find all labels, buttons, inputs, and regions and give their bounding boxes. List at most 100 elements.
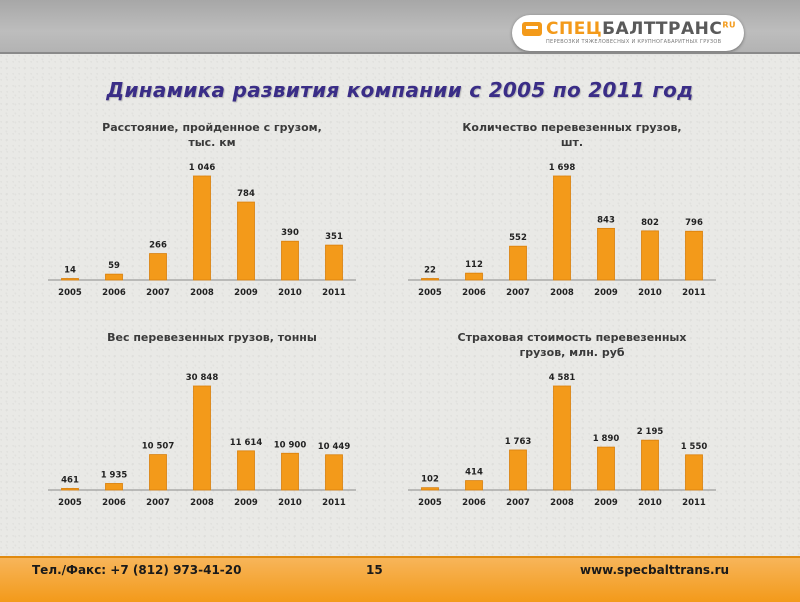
chart-title-line: тыс. км [188,136,236,149]
bar [641,439,659,491]
data-label: 266 [149,241,167,251]
data-label: 11 614 [230,438,263,448]
data-label: 390 [281,228,299,238]
bar [105,483,123,491]
data-label: 1 046 [189,163,216,173]
data-label: 1 763 [505,437,532,447]
footer-bar: Тел./Факс: +7 (812) 973-41-20 15 www.spe… [0,556,800,602]
logo-name-part1: СПЕЦ [546,19,603,39]
bar [325,454,343,491]
logo-name-part2: БАЛТТРАНС [602,19,723,39]
footer-website[interactable]: www.specbalttrans.ru [580,563,730,577]
bar [281,240,299,281]
x-tick-label: 2009 [234,288,258,298]
bar [105,273,123,281]
chart-title-line: грузов, млн. руб [519,346,625,359]
bar [465,480,483,491]
data-label: 414 [465,468,483,478]
data-label: 351 [325,232,343,242]
data-label: 14 [64,266,76,276]
bar [421,278,439,281]
data-label: 59 [108,261,120,271]
chart-title-line: шт. [560,136,584,149]
chart-cargo-count: Количество перевезенных грузов, шт. 22 20… [392,118,752,318]
x-tick-label: 2008 [190,498,214,508]
chart-title-line: Страховая стоимость перевезенных [457,331,687,344]
x-tick-label: 2005 [58,498,82,508]
data-label: 843 [597,215,615,225]
data-label: 2 195 [637,427,664,437]
data-label: 461 [61,475,79,485]
chart-title-line: Количество перевезенных грузов, [462,121,682,134]
x-tick-label: 2007 [146,288,170,298]
bar [509,245,527,281]
chart-svg: 22 2005 112 2006 552 2007 1 698 2008 843 2009 802 2… [408,163,716,298]
data-label: 10 507 [142,442,175,452]
data-label: 10 900 [274,440,307,450]
x-tick-label: 2005 [418,498,442,508]
chart-title-line: Вес перевезенных грузов, тонны [107,331,317,344]
data-label: 112 [465,260,483,270]
bar [421,487,439,491]
data-label: 552 [509,233,527,243]
x-tick-label: 2010 [278,498,302,508]
data-label: 30 848 [186,373,219,383]
bar [553,385,571,491]
bar [597,227,615,281]
bar [281,452,299,491]
bar [553,175,571,281]
data-label: 796 [685,218,703,228]
chart-svg: 461 2005 1 935 2006 10 507 2007 30 848 2008 11 6… [48,373,356,508]
x-tick-label: 2011 [682,288,706,298]
data-label: 1 890 [593,434,620,444]
bar [509,449,527,491]
header-bar: СПЕЦБАЛТТРАНСRU ПЕРЕВОЗКИ ТЯЖЕЛОВЕСНЫХ И… [0,0,800,52]
data-label: 1 698 [549,163,576,173]
x-tick-label: 2011 [322,288,346,298]
data-label: 10 449 [318,442,351,452]
bar [325,244,343,281]
chart-distance: Расстояние, пройденное с грузом, тыс. км… [32,118,392,318]
bar [685,454,703,491]
x-tick-label: 2006 [462,288,486,298]
x-tick-label: 2008 [190,288,214,298]
x-tick-label: 2009 [594,498,618,508]
x-tick-label: 2008 [550,498,574,508]
bar [193,385,211,491]
x-tick-label: 2007 [506,288,530,298]
chart-title: Количество перевезенных грузов, шт. [392,120,752,150]
x-tick-label: 2006 [102,498,126,508]
bar [61,278,79,281]
x-tick-label: 2009 [234,498,258,508]
data-label: 784 [237,189,255,199]
bar [193,175,211,281]
logo-icon [522,22,542,36]
x-tick-label: 2006 [102,288,126,298]
x-tick-label: 2010 [638,288,662,298]
chart-title-line: Расстояние, пройденное с грузом, [102,121,322,134]
page-title: Динамика развития компании с 2005 по 201… [106,78,694,102]
bar [641,230,659,281]
data-label: 1 935 [101,470,128,480]
x-tick-label: 2009 [594,288,618,298]
chart-title: Вес перевезенных грузов, тонны [32,330,392,345]
x-tick-label: 2006 [462,498,486,508]
bar [237,201,255,281]
x-tick-label: 2005 [418,288,442,298]
data-label: 22 [424,266,436,276]
data-label: 4 581 [549,373,576,383]
bar [237,450,255,491]
company-logo[interactable]: СПЕЦБАЛТТРАНСRU ПЕРЕВОЗКИ ТЯЖЕЛОВЕСНЫХ И… [512,15,744,51]
bar [597,446,615,491]
chart-title: Расстояние, пройденное с грузом, тыс. км [32,120,392,150]
x-tick-label: 2010 [278,288,302,298]
header-divider [0,52,800,54]
footer-page-number: 15 [366,563,383,577]
bar [61,488,79,491]
chart-title: Страховая стоимость перевезенных грузов,… [392,330,752,360]
bar [465,272,483,281]
chart-svg: 102 2005 414 2006 1 763 2007 4 581 2008 1 890 200… [408,373,716,508]
data-label: 802 [641,218,659,228]
logo-sup: RU [722,20,736,30]
chart-cargo-weight: Вес перевезенных грузов, тонны 461 2005 1 … [32,328,392,528]
